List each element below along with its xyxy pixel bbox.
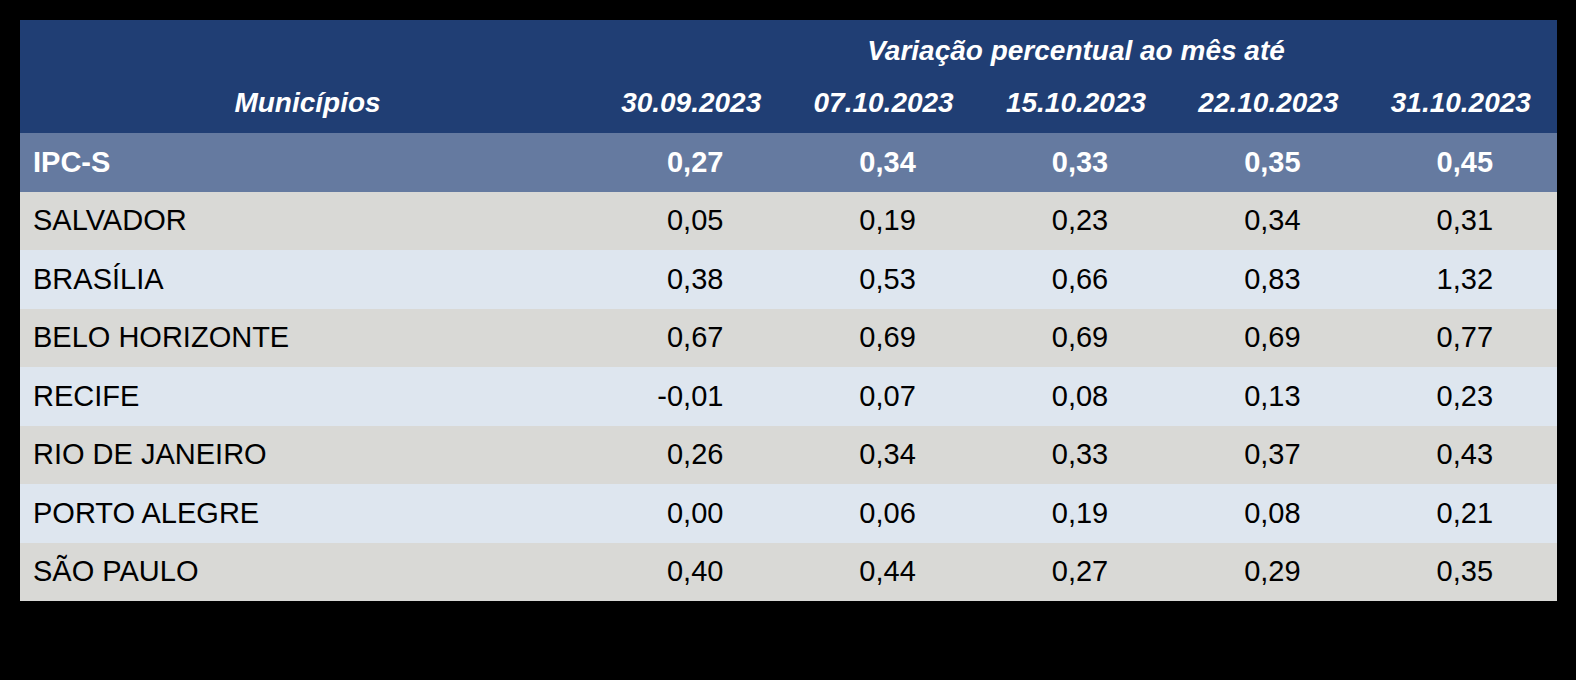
table-row-salvador: SALVADOR 0,05 0,19 0,23 0,34 0,31 [20,192,1557,251]
cell-value: 0,00 [595,484,787,543]
header-title-spacer [20,20,595,73]
cell-value: 0,38 [595,250,787,309]
header-title-row: Variação percentual ao mês até [20,20,1557,73]
column-header-date-5: 31.10.2023 [1365,73,1557,133]
cell-value: 0,23 [1365,367,1557,426]
cell-value: 0,34 [787,426,979,485]
cell-value: 0,19 [787,192,979,251]
cell-value: 0,31 [1365,192,1557,251]
column-header-date-1: 30.09.2023 [595,73,787,133]
row-label: SÃO PAULO [20,543,595,602]
table-row-ipcs: IPC-S 0,27 0,34 0,33 0,35 0,45 [20,133,1557,192]
table-title: Variação percentual ao mês até [595,20,1557,73]
table-body: IPC-S 0,27 0,34 0,33 0,35 0,45 SALVADOR … [20,133,1557,601]
cell-value: 0,83 [1172,250,1364,309]
row-label: RECIFE [20,367,595,426]
cell-value: 0,27 [595,133,787,192]
cell-value: 0,33 [980,426,1172,485]
cell-value: 0,19 [980,484,1172,543]
table-row-brasilia: BRASÍLIA 0,38 0,53 0,66 0,83 1,32 [20,250,1557,309]
cell-value: 0,40 [595,543,787,602]
cell-value: 0,27 [980,543,1172,602]
table-row-recife: RECIFE -0,01 0,07 0,08 0,13 0,23 [20,367,1557,426]
cell-value: 0,53 [787,250,979,309]
cell-value: 0,34 [787,133,979,192]
cell-value: 0,45 [1365,133,1557,192]
cell-value: 0,26 [595,426,787,485]
row-label: BRASÍLIA [20,250,595,309]
row-label: BELO HORIZONTE [20,309,595,368]
cell-value: 0,43 [1365,426,1557,485]
cell-value: 0,37 [1172,426,1364,485]
cell-value: 0,35 [1172,133,1364,192]
cell-value: 0,44 [787,543,979,602]
cell-value: -0,01 [595,367,787,426]
cell-value: 0,08 [980,367,1172,426]
column-header-municipios: Municípios [20,73,595,133]
column-header-date-2: 07.10.2023 [787,73,979,133]
column-header-date-3: 15.10.2023 [980,73,1172,133]
table-header: Variação percentual ao mês até Município… [20,20,1557,133]
table-row-sao-paulo: SÃO PAULO 0,40 0,44 0,27 0,29 0,35 [20,543,1557,602]
table-row-rio-de-janeiro: RIO DE JANEIRO 0,26 0,34 0,33 0,37 0,43 [20,426,1557,485]
cell-value: 0,67 [595,309,787,368]
row-label: IPC-S [20,133,595,192]
cell-value: 0,21 [1365,484,1557,543]
row-label: RIO DE JANEIRO [20,426,595,485]
table-row-belo-horizonte: BELO HORIZONTE 0,67 0,69 0,69 0,69 0,77 [20,309,1557,368]
header-columns-row: Municípios 30.09.2023 07.10.2023 15.10.2… [20,73,1557,133]
cell-value: 0,69 [980,309,1172,368]
cell-value: 0,77 [1365,309,1557,368]
cell-value: 0,05 [595,192,787,251]
cell-value: 0,29 [1172,543,1364,602]
table-row-porto-alegre: PORTO ALEGRE 0,00 0,06 0,19 0,08 0,21 [20,484,1557,543]
row-label: PORTO ALEGRE [20,484,595,543]
cell-value: 0,69 [1172,309,1364,368]
cell-value: 1,32 [1365,250,1557,309]
cell-value: 0,23 [980,192,1172,251]
column-header-date-4: 22.10.2023 [1172,73,1364,133]
cell-value: 0,69 [787,309,979,368]
cell-value: 0,33 [980,133,1172,192]
cell-value: 0,34 [1172,192,1364,251]
cell-value: 0,13 [1172,367,1364,426]
cell-value: 0,08 [1172,484,1364,543]
cell-value: 0,35 [1365,543,1557,602]
cell-value: 0,07 [787,367,979,426]
row-label: SALVADOR [20,192,595,251]
ipcs-table: Variação percentual ao mês até Município… [20,20,1557,601]
cell-value: 0,06 [787,484,979,543]
cell-value: 0,66 [980,250,1172,309]
